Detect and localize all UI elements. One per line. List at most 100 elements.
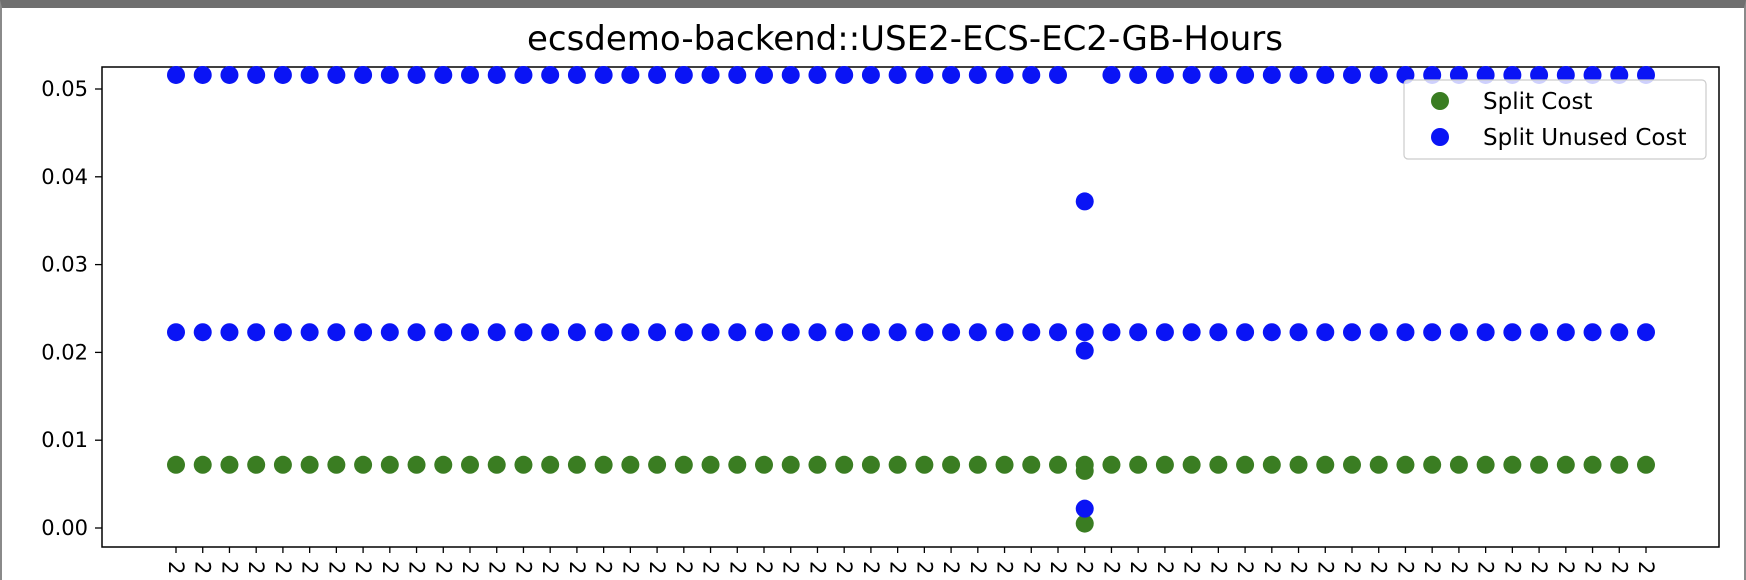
x-tick-label: 2 xyxy=(1233,561,1257,574)
point-split-cost xyxy=(1449,455,1468,474)
point-split-unused-cost xyxy=(755,323,773,342)
point-split-cost xyxy=(1209,455,1228,474)
x-tick-label: 2 xyxy=(1607,561,1631,574)
point-split-unused-cost xyxy=(327,323,346,342)
point-split-cost xyxy=(701,455,720,474)
data-points xyxy=(167,65,1655,533)
point-split-unused-cost xyxy=(247,323,266,342)
point-split-unused-cost xyxy=(1289,323,1308,342)
point-split-cost xyxy=(835,455,854,474)
x-tick-label: 2 xyxy=(538,561,562,574)
x-tick-label: 2 xyxy=(592,561,616,574)
point-split-cost xyxy=(300,455,319,474)
point-split-unused-cost xyxy=(567,65,586,84)
point-split-cost xyxy=(915,455,934,474)
point-split-unused-cost xyxy=(434,323,453,342)
point-split-unused-cost xyxy=(1075,323,1094,342)
point-split-unused-cost xyxy=(1049,65,1067,84)
x-tick-label: 2 xyxy=(1313,561,1337,574)
point-split-unused-cost xyxy=(1129,323,1148,342)
point-split-unused-cost xyxy=(1423,323,1442,342)
point-split-unused-cost xyxy=(861,65,880,84)
point-split-unused-cost xyxy=(1022,323,1041,342)
point-split-cost xyxy=(1102,455,1121,474)
x-tick-label: 2 xyxy=(859,561,883,574)
x-tick-label: 2 xyxy=(1500,561,1524,574)
point-split-cost xyxy=(541,455,560,474)
point-split-unused-cost xyxy=(1209,323,1228,342)
point-split-unused-cost xyxy=(621,323,640,342)
point-split-unused-cost xyxy=(1476,323,1495,342)
x-tick-label: 2 xyxy=(618,561,642,574)
point-split-unused-cost xyxy=(1449,323,1468,342)
point-split-cost xyxy=(1075,514,1094,533)
point-split-unused-cost xyxy=(354,65,373,84)
point-split-unused-cost xyxy=(915,323,934,342)
x-tick-label: 2 xyxy=(912,561,936,574)
point-split-cost xyxy=(1155,455,1174,474)
point-split-unused-cost xyxy=(1530,323,1549,342)
point-split-unused-cost xyxy=(594,323,613,342)
point-split-cost xyxy=(1476,455,1495,474)
point-split-cost xyxy=(755,455,773,474)
point-split-unused-cost xyxy=(1316,323,1335,342)
point-split-unused-cost xyxy=(781,323,800,342)
x-tick-label: 2 xyxy=(1126,561,1150,574)
point-split-unused-cost xyxy=(541,65,560,84)
point-split-unused-cost xyxy=(701,65,720,84)
y-tick-label: 0.05 xyxy=(41,77,88,101)
point-split-unused-cost xyxy=(1236,323,1255,342)
point-split-cost xyxy=(1075,461,1094,480)
x-tick-label: 2 xyxy=(1420,561,1444,574)
point-split-unused-cost xyxy=(380,65,399,84)
x-tick-label: 2 xyxy=(565,561,589,574)
point-split-unused-cost xyxy=(755,65,773,84)
point-split-cost xyxy=(220,455,239,474)
point-split-unused-cost xyxy=(487,323,506,342)
x-tick-label: 2 xyxy=(1206,561,1230,574)
x-tick-label: 2 xyxy=(431,561,455,574)
point-split-unused-cost xyxy=(1289,65,1308,84)
point-split-unused-cost xyxy=(728,65,747,84)
point-split-unused-cost xyxy=(835,323,854,342)
point-split-unused-cost xyxy=(1369,323,1388,342)
point-split-unused-cost xyxy=(220,65,239,84)
x-tick-label: 2 xyxy=(351,561,375,574)
x-tick-label: 2 xyxy=(1099,561,1123,574)
point-split-unused-cost xyxy=(942,65,961,84)
point-split-unused-cost xyxy=(434,65,453,84)
x-tick-label: 2 xyxy=(485,561,509,574)
x-tick-label: 2 xyxy=(1527,561,1551,574)
point-split-unused-cost xyxy=(514,65,533,84)
x-tick-label: 2 xyxy=(378,561,402,574)
x-tick-label: 2 xyxy=(1287,561,1311,574)
point-split-unused-cost xyxy=(300,65,319,84)
point-split-unused-cost xyxy=(1102,65,1121,84)
point-split-cost xyxy=(1583,455,1602,474)
legend-label-split-unused-cost: Split Unused Cost xyxy=(1483,125,1686,151)
point-split-cost xyxy=(514,455,533,474)
point-split-unused-cost xyxy=(808,323,827,342)
point-split-unused-cost xyxy=(594,65,613,84)
x-tick-label: 2 xyxy=(1046,561,1070,574)
point-split-unused-cost xyxy=(995,323,1014,342)
x-tick-label: 2 xyxy=(1153,561,1177,574)
y-tick-label: 0.01 xyxy=(41,428,88,452)
point-split-unused-cost xyxy=(1583,323,1602,342)
point-split-unused-cost xyxy=(728,323,747,342)
point-split-cost xyxy=(808,455,827,474)
point-split-unused-cost xyxy=(567,323,586,342)
x-tick-label: 2 xyxy=(1393,561,1417,574)
point-split-unused-cost xyxy=(1637,323,1655,342)
x-tick-label: 2 xyxy=(511,561,535,574)
point-split-unused-cost xyxy=(942,323,961,342)
point-split-cost xyxy=(621,455,640,474)
point-split-cost xyxy=(1182,455,1201,474)
point-split-unused-cost xyxy=(674,323,693,342)
x-tick-label: 2 xyxy=(993,561,1017,574)
point-split-unused-cost xyxy=(1102,323,1121,342)
point-split-unused-cost xyxy=(808,65,827,84)
x-tick-label: 2 xyxy=(458,561,482,574)
point-split-cost xyxy=(781,455,800,474)
point-split-unused-cost xyxy=(888,65,907,84)
